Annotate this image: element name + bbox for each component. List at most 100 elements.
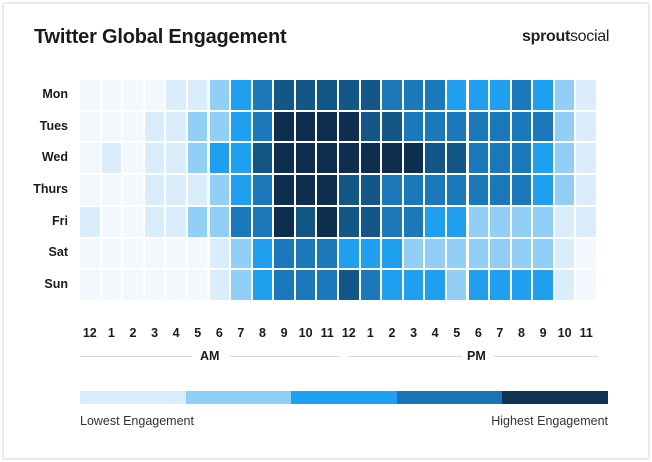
heatmap-cell xyxy=(576,238,596,269)
heatmap-cell xyxy=(382,175,402,205)
heatmap-cell xyxy=(123,238,143,269)
heatmap-cell xyxy=(80,175,100,205)
heatmap-cell xyxy=(144,238,165,269)
heatmap-cell xyxy=(576,175,596,205)
heatmap-cell xyxy=(511,270,532,300)
column-label: 10 xyxy=(298,326,313,340)
heatmap-cell xyxy=(468,238,489,269)
am-divider-left xyxy=(80,356,192,357)
heatmap-cell xyxy=(403,206,424,237)
heatmap-cell xyxy=(123,206,143,237)
heatmap-cell xyxy=(252,175,273,205)
heatmap-cell xyxy=(576,270,596,300)
heatmap-cell xyxy=(80,270,100,300)
heatmap-cell xyxy=(533,175,553,205)
row-label: Mon xyxy=(42,86,68,101)
heatmap-cell xyxy=(101,143,122,174)
heatmap-cell xyxy=(144,175,165,205)
heatmap-cell xyxy=(446,111,467,142)
heatmap-cell xyxy=(339,111,359,142)
heatmap-cell xyxy=(382,143,402,174)
heatmap-cell xyxy=(166,270,186,300)
heatmap-cell xyxy=(360,80,381,110)
heatmap-cell xyxy=(490,143,510,174)
legend-low-label: Lowest Engagement xyxy=(80,414,194,428)
heatmap-cell xyxy=(360,175,381,205)
heatmap-cell xyxy=(101,238,122,269)
heatmap-cell xyxy=(252,80,273,110)
heatmap-cell xyxy=(446,270,467,300)
heatmap-cell xyxy=(533,111,553,142)
heatmap-cell xyxy=(231,111,251,142)
heatmap-cell xyxy=(252,238,273,269)
heatmap-cell xyxy=(490,80,510,110)
pm-divider-right xyxy=(494,356,598,357)
heatmap-cell xyxy=(317,175,337,205)
heatmap-cell xyxy=(144,206,165,237)
heatmap-cell xyxy=(511,206,532,237)
heatmap-cell xyxy=(101,111,122,142)
heatmap-cell xyxy=(511,80,532,110)
heatmap-cell xyxy=(446,206,467,237)
heatmap-cell xyxy=(144,111,165,142)
heatmap-cell xyxy=(187,143,208,174)
heatmap-cell xyxy=(295,111,316,142)
heatmap-cell xyxy=(533,206,553,237)
heatmap-cell xyxy=(554,111,575,142)
heatmap-cell xyxy=(468,111,489,142)
heatmap-cell xyxy=(231,80,251,110)
heatmap-cell xyxy=(295,80,316,110)
heatmap-cell xyxy=(101,80,122,110)
heatmap-cell xyxy=(123,175,143,205)
heatmap-cell xyxy=(468,175,489,205)
heatmap-cell xyxy=(317,80,337,110)
heatmap-cell xyxy=(533,238,553,269)
column-label: 6 xyxy=(215,326,223,340)
heatmap-cell xyxy=(295,175,316,205)
heatmap-cell xyxy=(511,143,532,174)
legend-swatch xyxy=(291,391,397,404)
am-divider-right xyxy=(230,356,340,357)
heatmap-cell xyxy=(317,143,337,174)
heatmap-cell xyxy=(554,175,575,205)
heatmap-cell xyxy=(231,175,251,205)
heatmap-cell xyxy=(123,80,143,110)
column-label: 1 xyxy=(107,326,115,340)
heatmap-cell xyxy=(533,80,553,110)
heatmap-cell xyxy=(382,238,402,269)
heatmap-cell xyxy=(403,80,424,110)
heatmap-cell xyxy=(144,143,165,174)
pm-divider-left xyxy=(348,356,462,357)
heatmap-cell xyxy=(187,80,208,110)
heatmap-cell xyxy=(317,111,337,142)
heatmap-cell xyxy=(403,143,424,174)
heatmap-cell xyxy=(382,206,402,237)
heatmap-cell xyxy=(382,270,402,300)
row-label: Thurs xyxy=(33,182,68,196)
pm-label: PM xyxy=(467,349,486,363)
column-label: 5 xyxy=(453,326,461,340)
heatmap-cell xyxy=(490,175,510,205)
heatmap-cell xyxy=(123,111,143,142)
heatmap-cell xyxy=(274,143,294,174)
heatmap-cell xyxy=(166,80,186,110)
column-label: 9 xyxy=(539,326,547,340)
row-label: Tues xyxy=(39,118,68,133)
am-label: AM xyxy=(200,349,220,363)
column-label: 1 xyxy=(366,326,374,340)
heatmap-cell xyxy=(252,111,273,142)
heatmap-cell xyxy=(209,143,230,174)
heatmap-cell xyxy=(295,270,316,300)
heatmap-cell xyxy=(576,111,596,142)
heatmap-cell xyxy=(554,143,575,174)
heatmap-cell xyxy=(425,175,445,205)
heatmap-cell xyxy=(425,143,445,174)
column-label: 5 xyxy=(194,326,202,340)
heatmap-cell xyxy=(490,111,510,142)
heatmap-cell xyxy=(274,270,294,300)
legend-swatch xyxy=(185,391,292,404)
heatmap-cell xyxy=(80,111,100,142)
heatmap-cell xyxy=(317,270,337,300)
sproutsocial-logo: sproutsocial xyxy=(522,28,610,45)
